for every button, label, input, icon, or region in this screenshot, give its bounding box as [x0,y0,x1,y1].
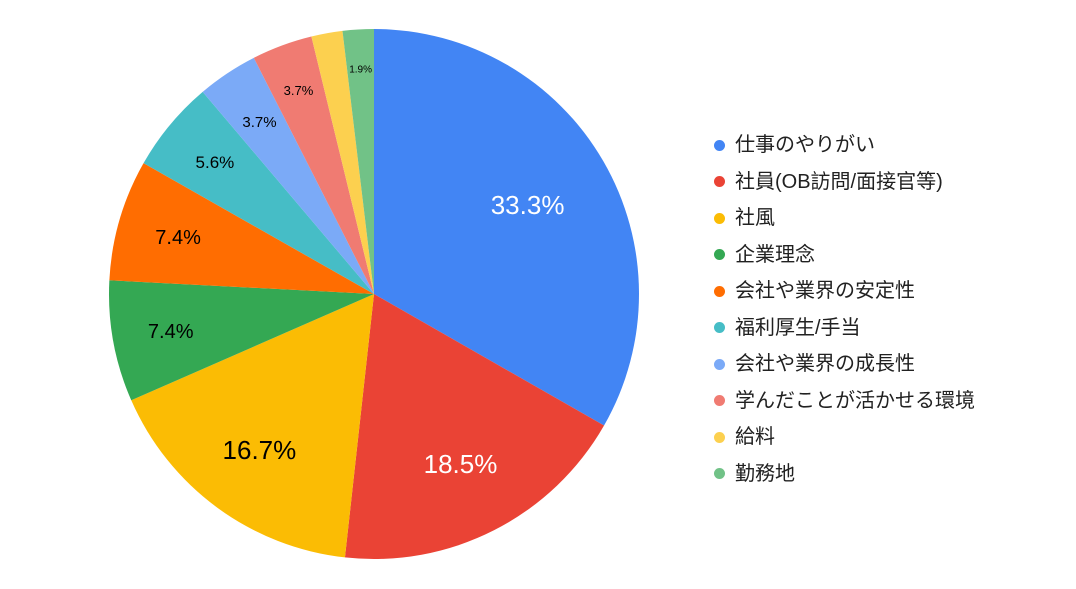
legend-item-label: 社風 [735,207,775,230]
pie-slice-3 [131,294,374,558]
legend-item-label: 企業理念 [735,243,815,266]
legend-swatch-icon [714,358,725,370]
legend-item: 社員(OB訪問/面接官等) [714,164,975,201]
legend-item: 企業理念 [714,237,975,274]
legend-swatch-icon [714,249,725,261]
legend-item-label: 勤務地 [735,462,795,485]
pie-slice-2 [344,294,605,559]
legend-item: 勤務地 [714,456,975,493]
legend-item: 給料 [714,419,975,456]
legend-item-label: 学んだことが活かせる環境 [735,389,975,412]
legend-swatch-icon [714,176,725,188]
legend-swatch-icon [714,139,725,151]
legend-item: 社風 [714,200,975,237]
legend-item: 会社や業界の安定性 [714,273,975,310]
legend-swatch-icon [714,285,725,297]
chart-legend: 仕事のやりがい社員(OB訪問/面接官等) 社風企業理念会社や業界の安定性 福利厚生/… [714,127,975,492]
legend-swatch-icon [714,468,725,480]
pie-slice-5 [109,163,375,294]
legend-item-label: 会社や業界の成長性 [735,353,915,376]
legend-swatch-icon [714,395,725,407]
pie-slice-4 [109,280,374,401]
legend-item-label: 福利厚生/手当 [735,316,861,339]
pie-slice-7 [202,57,374,294]
legend-item-label: 社員(OB訪問/面接官等) [735,170,943,193]
legend-item: 福利厚生/手当 [714,310,975,347]
legend-swatch-icon [714,431,725,443]
pie-slice-1 [374,29,640,426]
legend-item: 学んだことが活かせる環境 [714,383,975,420]
legend-swatch-icon [714,212,725,224]
legend-item: 会社や業界の成長性 [714,346,975,383]
legend-item-label: 給料 [735,426,775,449]
pie-slice-8 [253,36,374,294]
pie-slice-6 [143,91,374,294]
pie-slice-10 [342,28,374,294]
legend-swatch-icon [714,322,725,334]
legend-item: 仕事のやりがい [714,127,975,164]
legend-item-label: 会社や業界の安定性 [735,280,915,303]
legend-item-label: 仕事のやりがい [735,134,875,157]
pie-slice-9 [311,30,374,294]
